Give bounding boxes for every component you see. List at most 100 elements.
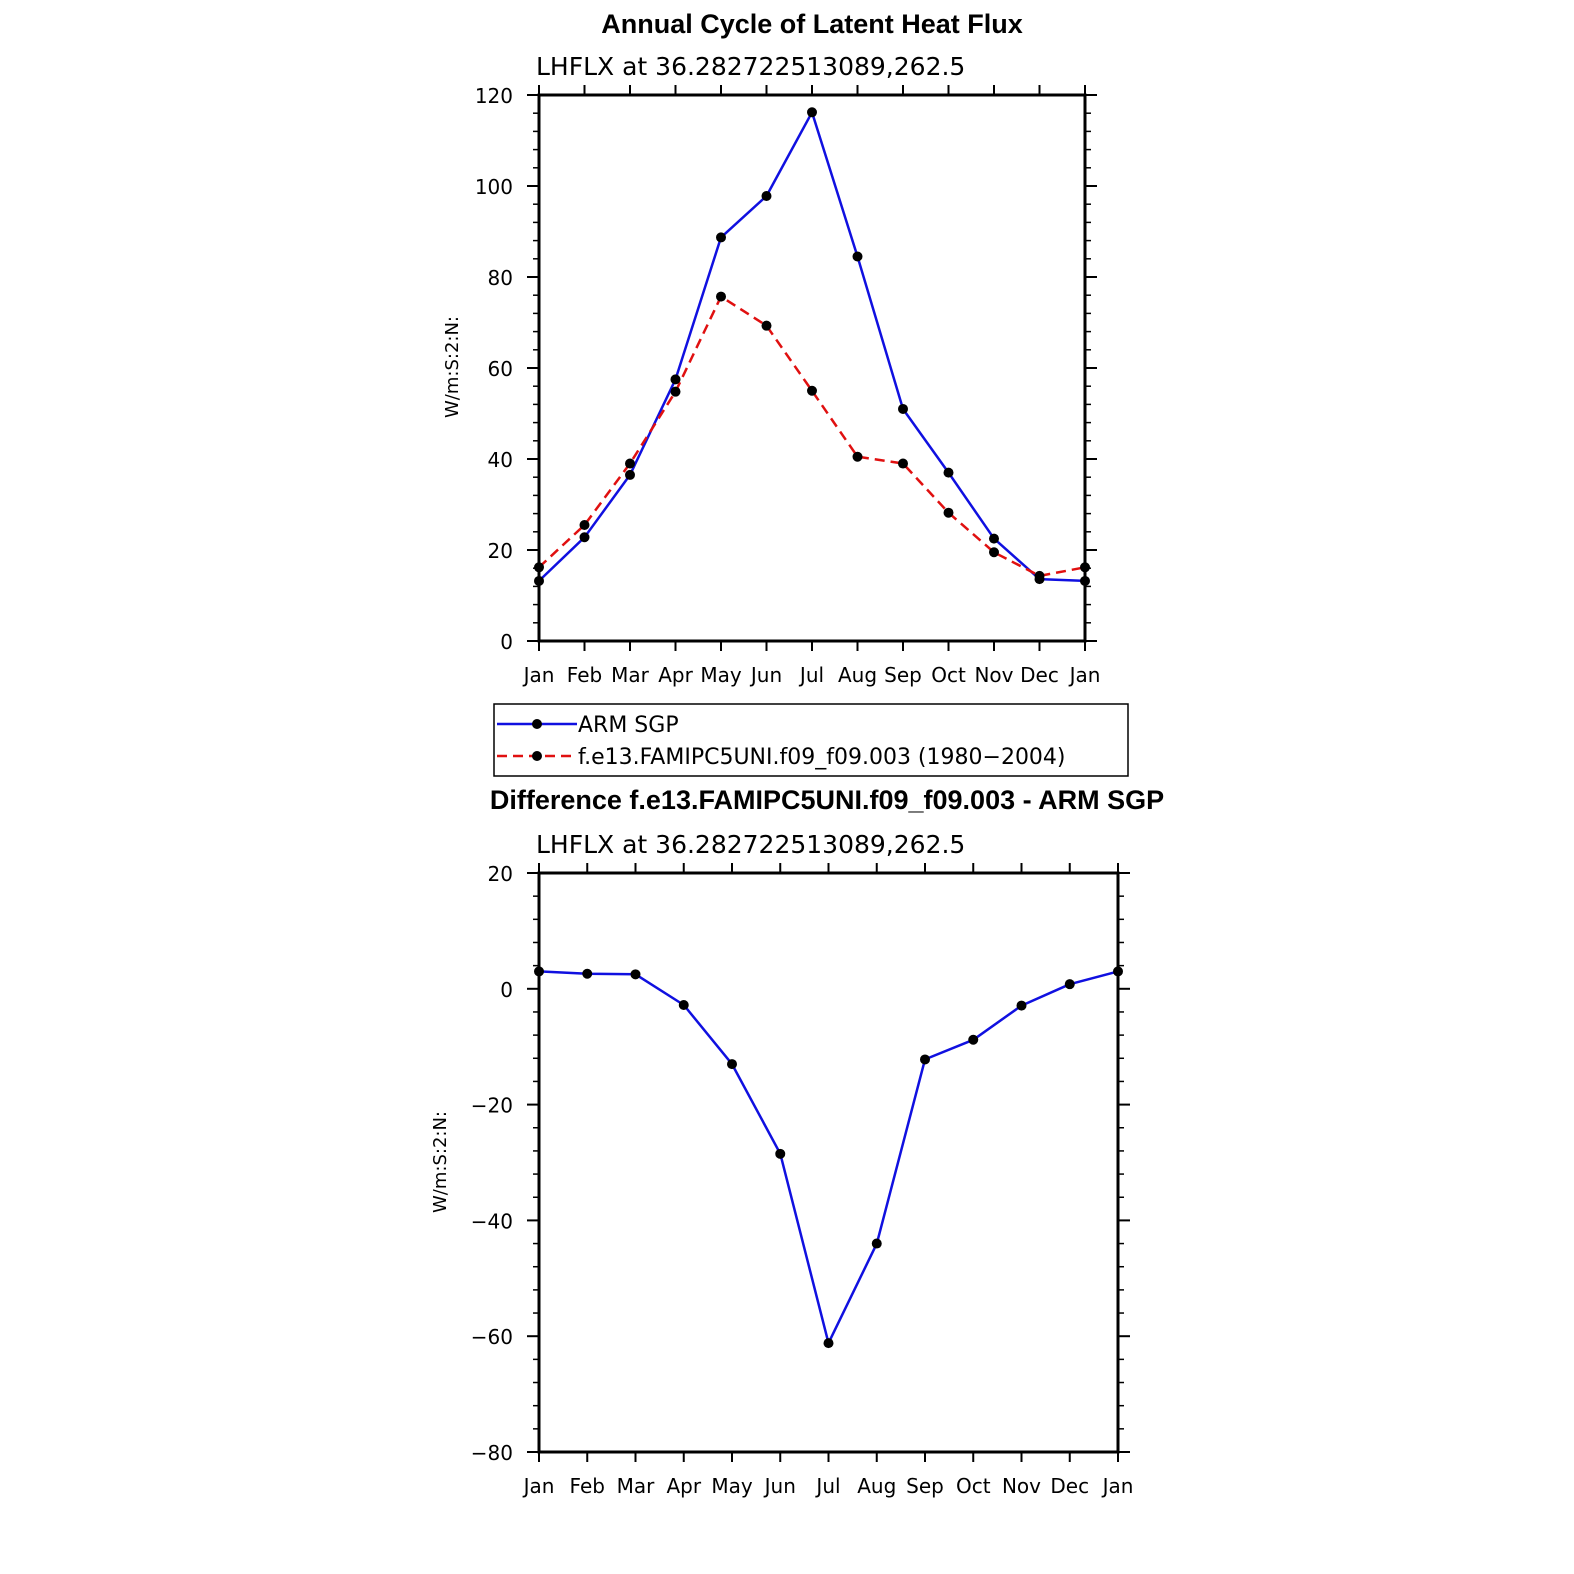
difference-chart: Difference f.e13.FAMIPC5UNI.f09_f09.003 … bbox=[430, 785, 1164, 1498]
legend-box bbox=[493, 703, 1129, 777]
tick-labels: Jan Feb Mar Apr May Jun Jul Aug Sep Oct Nov Dec Jan−… bbox=[471, 862, 1134, 1498]
data-point bbox=[898, 458, 908, 469]
legend-entry-model: f.e13.FAMIPC5UNI.f09_f09.003 (1980−2004) bbox=[497, 745, 1066, 770]
data-point bbox=[920, 1054, 930, 1065]
x-tick-label: Mar bbox=[611, 663, 650, 687]
chart-title: Annual Cycle of Latent Heat Flux bbox=[601, 9, 1023, 39]
plot-frame bbox=[537, 871, 1120, 1454]
tick-marks bbox=[527, 863, 1130, 1462]
data-point bbox=[678, 1000, 689, 1011]
x-tick-label: Jul bbox=[798, 663, 824, 687]
data-point bbox=[761, 191, 772, 202]
chart-subtitle: LHFLX at 36.282722513089,262.5 bbox=[536, 830, 965, 859]
data-point bbox=[716, 232, 726, 243]
data-point bbox=[727, 1059, 737, 1070]
x-tick-label: Jan bbox=[1068, 663, 1101, 687]
data-point bbox=[852, 251, 863, 262]
y-tick-label: 20 bbox=[488, 862, 513, 886]
data-point bbox=[625, 469, 635, 480]
y-tick-label: −40 bbox=[471, 1209, 513, 1233]
x-tick-label: Aug bbox=[857, 1474, 896, 1498]
y-axis-label: W/m:S:2:N: bbox=[442, 316, 463, 418]
x-tick-label: Jan bbox=[522, 663, 555, 687]
x-tick-label: Sep bbox=[884, 663, 922, 687]
data-point bbox=[1080, 575, 1090, 586]
data-point bbox=[807, 385, 817, 396]
series-line-1 bbox=[538, 295, 1086, 578]
data-point bbox=[968, 1034, 979, 1045]
annual-cycle-chart: Annual Cycle of Latent Heat Flux LHFLX a… bbox=[442, 9, 1129, 777]
data-point bbox=[579, 519, 590, 530]
data-point bbox=[1034, 570, 1045, 581]
x-tick-label: Sep bbox=[906, 1474, 944, 1498]
data-point bbox=[898, 403, 908, 414]
x-tick-label: Jan bbox=[1101, 1474, 1134, 1498]
x-tick-label: Apr bbox=[658, 663, 693, 687]
data-point bbox=[823, 1338, 834, 1349]
legend-entry-arm-sgp: ARM SGP bbox=[497, 713, 679, 738]
legend: ARM SGP f.e13.FAMIPC5UNI.f09_f09.003 (19… bbox=[493, 703, 1129, 777]
data-point bbox=[582, 968, 593, 979]
data-point bbox=[670, 386, 681, 397]
y-tick-label: 120 bbox=[475, 84, 513, 108]
y-tick-label: 100 bbox=[475, 175, 513, 199]
x-tick-label: Jul bbox=[814, 1474, 840, 1498]
series-layer bbox=[534, 107, 1090, 586]
data-point bbox=[775, 1148, 786, 1159]
data-point bbox=[943, 507, 954, 518]
y-tick-label: 0 bbox=[500, 978, 513, 1002]
x-tick-label: Feb bbox=[570, 1474, 605, 1498]
legend-label-arm-sgp: ARM SGP bbox=[578, 713, 679, 738]
data-point bbox=[534, 575, 544, 586]
data-point bbox=[1064, 979, 1075, 990]
data-point bbox=[1080, 562, 1090, 573]
data-point bbox=[670, 374, 681, 385]
y-tick-label: −80 bbox=[471, 1441, 513, 1465]
x-tick-label: Jun bbox=[763, 1474, 796, 1498]
x-tick-label: Nov bbox=[974, 663, 1013, 687]
tick-labels: Jan Feb Mar Apr May Jun Jul Aug Sep Oct Nov Dec Jan 0… bbox=[475, 84, 1101, 687]
x-tick-label: Apr bbox=[666, 1474, 701, 1498]
x-tick-label: Oct bbox=[956, 1474, 991, 1498]
data-point bbox=[630, 969, 641, 980]
x-tick-label: Jan bbox=[522, 1474, 555, 1498]
x-tick-label: Mar bbox=[617, 1474, 656, 1498]
x-tick-label: Oct bbox=[931, 663, 966, 687]
chart-subtitle: LHFLX at 36.282722513089,262.5 bbox=[536, 52, 965, 81]
series-layer bbox=[534, 966, 1123, 1349]
legend-marker bbox=[532, 719, 542, 729]
plot-frame bbox=[537, 93, 1087, 643]
y-tick-label: 60 bbox=[488, 357, 513, 381]
data-point bbox=[1016, 1000, 1027, 1011]
y-tick-label: −20 bbox=[471, 1094, 513, 1118]
series-line-0 bbox=[538, 970, 1119, 1345]
data-point bbox=[579, 532, 590, 543]
x-tick-label: Dec bbox=[1050, 1474, 1089, 1498]
data-point bbox=[761, 320, 772, 331]
y-tick-label: 0 bbox=[500, 630, 513, 654]
data-point bbox=[534, 966, 544, 977]
legend-marker bbox=[532, 751, 542, 761]
x-tick-label: Dec bbox=[1020, 663, 1059, 687]
x-tick-label: Feb bbox=[567, 663, 602, 687]
data-point bbox=[871, 1238, 882, 1249]
data-point bbox=[943, 467, 954, 478]
x-tick-label: Aug bbox=[838, 663, 877, 687]
chart-title: Difference f.e13.FAMIPC5UNI.f09_f09.003 … bbox=[490, 785, 1164, 815]
x-tick-label: Nov bbox=[1002, 1474, 1041, 1498]
series-line-0 bbox=[538, 111, 1086, 583]
data-point bbox=[625, 458, 635, 469]
y-tick-label: 40 bbox=[488, 448, 513, 472]
data-point bbox=[716, 291, 726, 302]
data-point bbox=[534, 562, 544, 573]
data-point bbox=[807, 107, 817, 118]
x-tick-label: Jun bbox=[749, 663, 782, 687]
y-tick-label: 20 bbox=[488, 539, 513, 563]
data-point bbox=[852, 451, 863, 462]
y-tick-label: −60 bbox=[471, 1325, 513, 1349]
legend-label-model: f.e13.FAMIPC5UNI.f09_f09.003 (1980−2004) bbox=[578, 745, 1066, 770]
x-tick-label: May bbox=[700, 663, 742, 687]
tick-marks bbox=[527, 85, 1097, 651]
y-tick-label: 80 bbox=[488, 266, 513, 290]
